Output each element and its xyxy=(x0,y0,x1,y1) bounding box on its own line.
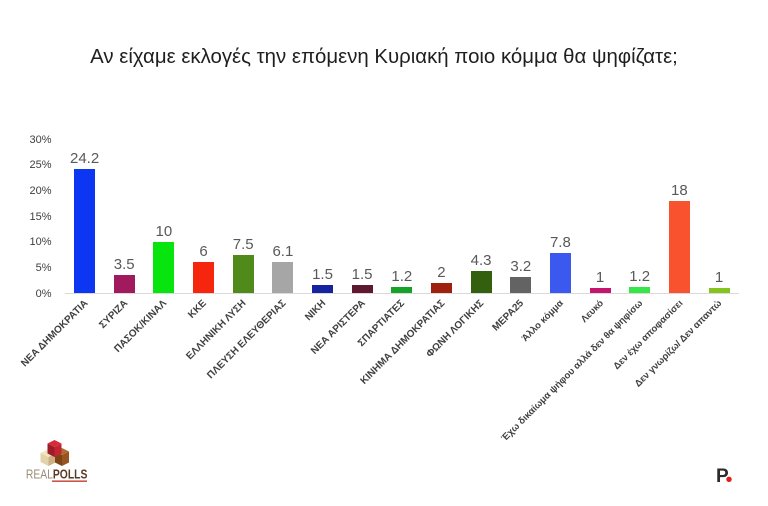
svg-text:REALPOLLS: REALPOLLS xyxy=(26,467,88,482)
svg-text:P: P xyxy=(716,466,729,487)
